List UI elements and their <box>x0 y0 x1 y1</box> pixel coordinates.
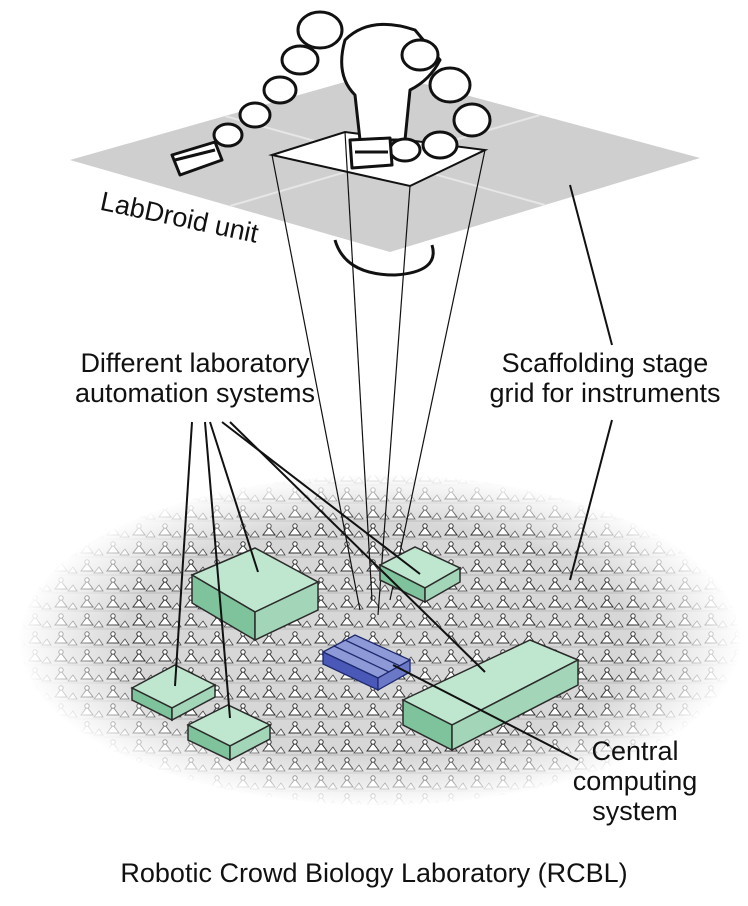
scaffolding-label: Scaffolding stage grid for instruments <box>470 348 740 408</box>
instrument-box-top-right <box>378 546 462 604</box>
figure-caption: Robotic Crowd Biology Laboratory (RCBL) <box>120 858 628 888</box>
central-line-3: system <box>592 796 678 826</box>
instrument-box-small-left <box>130 664 217 722</box>
scaffold-line-1: Scaffolding stage <box>501 348 709 378</box>
central-computing-label: Central computing system <box>555 736 715 826</box>
instrument-box-small-bottom <box>186 704 272 762</box>
scaffold-line-2: grid for instruments <box>489 378 721 408</box>
instrument-box-long <box>401 639 580 752</box>
automation-systems-label: Different laboratory automation systems <box>55 348 335 408</box>
central-line-1: Central <box>591 736 679 766</box>
automation-line-1: Different laboratory <box>80 348 310 378</box>
central-line-2: computing <box>572 766 698 796</box>
automation-line-2: automation systems <box>74 378 316 408</box>
central-computing-box <box>321 634 412 692</box>
leader-lines <box>174 184 613 761</box>
instrument-box-large <box>190 547 320 642</box>
labdroid-robot <box>170 10 492 277</box>
